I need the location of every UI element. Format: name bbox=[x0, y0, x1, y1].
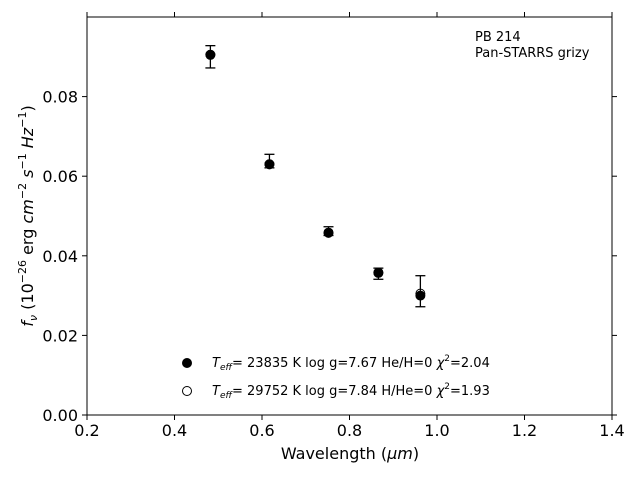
legend-marker-open bbox=[182, 386, 192, 396]
x-tick-label: 0.2 bbox=[74, 421, 99, 440]
model-point-filled bbox=[373, 267, 384, 278]
plot-area bbox=[86, 16, 613, 416]
x-tick-label: 0.4 bbox=[162, 421, 187, 440]
y-axis-title: fν (10−26 erg cm−2 s−1 Hz−1) bbox=[16, 105, 40, 326]
legend: Teff= 23835 K log g=7.67 He/H=0 χ2=2.04 … bbox=[182, 354, 490, 401]
x-tick-label: 1.2 bbox=[512, 421, 537, 440]
x-tick-label: 0.8 bbox=[337, 421, 362, 440]
data-points bbox=[205, 49, 426, 301]
model-point-filled bbox=[205, 49, 216, 60]
model-point-filled bbox=[323, 227, 334, 238]
y-tick-label: 0.04 bbox=[42, 247, 78, 266]
legend-entry-1: Teff= 23835 K log g=7.67 He/H=0 χ2=2.04 bbox=[212, 354, 490, 373]
annotation-survey: Pan-STARRS grizy bbox=[475, 46, 590, 61]
y-tick-label: 0.08 bbox=[42, 88, 78, 107]
ticks: 0.2 0.4 0.6 0.8 1.0 1.2 1.4 0.00 0.02 0.04 0.06 0.0… bbox=[42, 12, 625, 440]
model-point-filled bbox=[415, 290, 426, 301]
y-tick-label: 0.00 bbox=[42, 406, 78, 425]
y-tick-label: 0.06 bbox=[42, 167, 78, 186]
x-tick-label: 1.0 bbox=[424, 421, 449, 440]
x-tick-label: 1.4 bbox=[599, 421, 624, 440]
y-tick-label: 0.02 bbox=[42, 326, 78, 345]
annotation-object: PB 214 bbox=[475, 30, 521, 45]
model-point-filled bbox=[264, 159, 275, 170]
legend-entry-2: Teff= 29752 K log g=7.84 H/He=0 χ2=1.93 bbox=[212, 382, 490, 401]
legend-marker-filled bbox=[182, 358, 192, 368]
x-tick-label: 0.6 bbox=[249, 421, 274, 440]
x-axis-title: Wavelength (μm) bbox=[281, 444, 419, 463]
